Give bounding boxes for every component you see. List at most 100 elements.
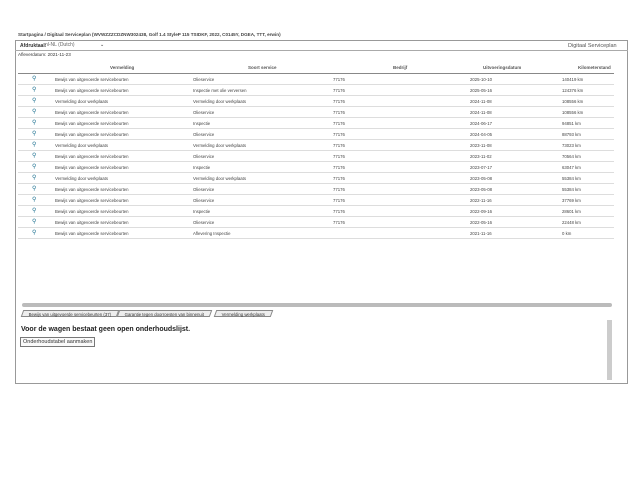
table-row[interactable]: ⚲ Bewijs van uitgevoerde servicebeurten In… — [18, 118, 614, 129]
magnifier-icon[interactable]: ⚲ — [32, 230, 37, 236]
language-label: Afdruktaal: — [20, 43, 47, 49]
magnifier-icon[interactable]: ⚲ — [32, 153, 37, 159]
magnifier-icon[interactable]: ⚲ — [32, 208, 37, 214]
table-row[interactable]: ⚲ Bewijs van uitgevoerde servicebeurten In… — [18, 85, 614, 96]
maintenance-message: Voor de wagen bestaat geen open onderhou… — [21, 326, 191, 333]
app-title: Digitaal Serviceplan — [568, 43, 617, 49]
magnifier-icon[interactable]: ⚲ — [32, 197, 37, 203]
horizontal-scrollbar[interactable] — [22, 303, 612, 307]
cell-soort: Olieservice — [193, 186, 215, 192]
cell-soort: Vermelding door werkplaats — [193, 98, 247, 104]
table-row[interactable]: ⚲ Bewijs van uitgevoerde servicebeurten Ol… — [18, 151, 614, 162]
cell-km: 94851 km — [562, 120, 581, 126]
cell-km: 108556 km — [562, 109, 584, 115]
cell-vermelding: Vermelding door werkplaats — [55, 142, 109, 148]
tab-servicebeurten[interactable]: Bewijs van uitgevoerde servicebeurten (3… — [20, 310, 120, 317]
cell-soort: Olieservice — [193, 197, 215, 203]
table-header: Vermelding Soort service Bedrijf Uitvoer… — [18, 62, 614, 74]
col-kilometerstand[interactable]: Kilometerstand — [578, 65, 611, 70]
cell-soort: Inspectie — [193, 164, 211, 170]
cell-km: 37769 km — [562, 197, 581, 203]
cell-datum: 2022-11-16 — [470, 197, 492, 203]
cell-vermelding: Vermelding door werkplaats — [55, 175, 109, 181]
cell-soort: Inspectie met olie verversen — [193, 87, 247, 93]
tab-vermelding-werkplaats[interactable]: Vermelding werkplaats — [213, 310, 274, 317]
table-row[interactable]: ⚲ Bewijs van uitgevoerde servicebeurten In… — [18, 162, 614, 173]
cell-km: 55384 km — [562, 186, 581, 192]
cell-datum: 2022-09-16 — [470, 208, 492, 214]
cell-datum: 2025-05-16 — [470, 87, 492, 93]
magnifier-icon[interactable]: ⚲ — [32, 186, 37, 192]
cell-bedrijf: 77176 — [333, 219, 345, 225]
tab-label: Vermelding werkplaats — [221, 312, 265, 317]
tab-label: Bewijs van uitgevoerde servicebeurten (3… — [28, 312, 112, 317]
magnifier-icon[interactable]: ⚲ — [32, 120, 37, 126]
table-row[interactable]: ⚲ Bewijs van uitgevoerde servicebeurten Ol… — [18, 195, 614, 206]
cell-datum: 2024-06-17 — [470, 120, 492, 126]
table-row[interactable]: ⚲ Bewijs van uitgevoerde servicebeurten Ol… — [18, 217, 614, 228]
language-select[interactable]: nl-NL (Dutch) — [45, 42, 75, 48]
cell-datum: 2023-05-08 — [470, 186, 492, 192]
cell-vermelding: Bewijs van uitgevoerde servicebeurten — [55, 109, 129, 115]
magnifier-icon[interactable]: ⚲ — [32, 219, 37, 225]
chevron-down-icon[interactable]: ⌄ — [100, 42, 105, 48]
magnifier-icon[interactable]: ⚲ — [32, 131, 37, 137]
cell-soort: Olieservice — [193, 131, 215, 137]
magnifier-icon[interactable]: ⚲ — [32, 76, 37, 82]
cell-bedrijf: 77176 — [333, 109, 345, 115]
table-row[interactable]: ⚲ Vermelding door werkplaats Vermelding do… — [18, 96, 614, 107]
table-row[interactable]: ⚲ Bewijs van uitgevoerde servicebeurten In… — [18, 206, 614, 217]
cell-vermelding: Bewijs van uitgevoerde servicebeurten — [55, 153, 129, 159]
table-row[interactable]: ⚲ Vermelding door werkplaats Vermelding do… — [18, 173, 614, 184]
main-panel — [15, 40, 628, 384]
col-vermelding[interactable]: Vermelding — [110, 65, 135, 70]
create-maintenance-table-button[interactable]: Onderhoudstabel aanmaken — [20, 337, 96, 347]
cell-vermelding: Bewijs van uitgevoerde servicebeurten — [55, 230, 129, 236]
cell-km: 55384 km — [562, 175, 581, 181]
cell-km: 28601 km — [562, 208, 581, 214]
cell-soort: Inspectie — [193, 120, 211, 126]
cell-datum: 2024-11-08 — [470, 109, 492, 115]
magnifier-icon[interactable]: ⚲ — [32, 109, 37, 115]
cell-vermelding: Bewijs van uitgevoerde servicebeurten — [55, 208, 129, 214]
table-row[interactable]: ⚲ Bewijs van uitgevoerde servicebeurten Ol… — [18, 129, 614, 140]
table-row[interactable]: ⚲ Bewijs van uitgevoerde servicebeurten Ol… — [18, 107, 614, 118]
tab-garantie[interactable]: Garantie tegen doorroesten van binnenuit — [116, 310, 213, 317]
magnifier-icon[interactable]: ⚲ — [32, 164, 37, 170]
magnifier-icon[interactable]: ⚲ — [32, 98, 37, 104]
cell-vermelding: Bewijs van uitgevoerde servicebeurten — [55, 164, 129, 170]
cell-datum: 2024-11-08 — [470, 98, 492, 104]
cell-bedrijf: 77176 — [333, 208, 345, 214]
cell-bedrijf: 77176 — [333, 197, 345, 203]
magnifier-icon[interactable]: ⚲ — [32, 142, 37, 148]
vertical-scrollbar[interactable] — [607, 320, 612, 380]
col-bedrijf[interactable]: Bedrijf — [393, 65, 408, 70]
magnifier-icon[interactable]: ⚲ — [32, 87, 37, 93]
cell-vermelding: Bewijs van uitgevoerde servicebeurten — [55, 120, 129, 126]
cell-vermelding: Bewijs van uitgevoerde servicebeurten — [55, 197, 129, 203]
table-row[interactable]: ⚲ Vermelding door werkplaats Vermelding do… — [18, 140, 614, 151]
cell-bedrijf: 77176 — [333, 131, 345, 137]
cell-soort: Inspectie — [193, 208, 211, 214]
cell-km: 22448 km — [562, 219, 581, 225]
cell-vermelding: Bewijs van uitgevoerde servicebeurten — [55, 186, 129, 192]
cell-vermelding: Bewijs van uitgevoerde servicebeurten — [55, 219, 129, 225]
cell-datum: 2024-04-05 — [470, 131, 492, 137]
cell-km: 140419 km — [562, 76, 584, 82]
cell-vermelding: Bewijs van uitgevoerde servicebeurten — [55, 131, 129, 137]
cell-km: 70564 km — [562, 153, 581, 159]
magnifier-icon[interactable]: ⚲ — [32, 175, 37, 181]
cell-datum: 2021-11-16 — [470, 230, 492, 236]
cell-soort: Olieservice — [193, 109, 215, 115]
cell-bedrijf: 77176 — [333, 153, 345, 159]
table-row[interactable]: ⚲ Bewijs van uitgevoerde servicebeurten Ol… — [18, 74, 614, 85]
cell-km: 0 km — [562, 230, 572, 236]
cell-bedrijf: 77176 — [333, 98, 345, 104]
col-uitvoeringsdatum[interactable]: Uitvoeringsdatum — [483, 65, 522, 70]
col-soort-service[interactable]: Soort service — [248, 65, 277, 70]
cell-bedrijf: 77176 — [333, 175, 345, 181]
cell-bedrijf: 77176 — [333, 186, 345, 192]
table-row[interactable]: ⚲ Bewijs van uitgevoerde servicebeurten Af… — [18, 228, 614, 239]
cell-soort: Olieservice — [193, 219, 215, 225]
table-row[interactable]: ⚲ Bewijs van uitgevoerde servicebeurten Ol… — [18, 184, 614, 195]
